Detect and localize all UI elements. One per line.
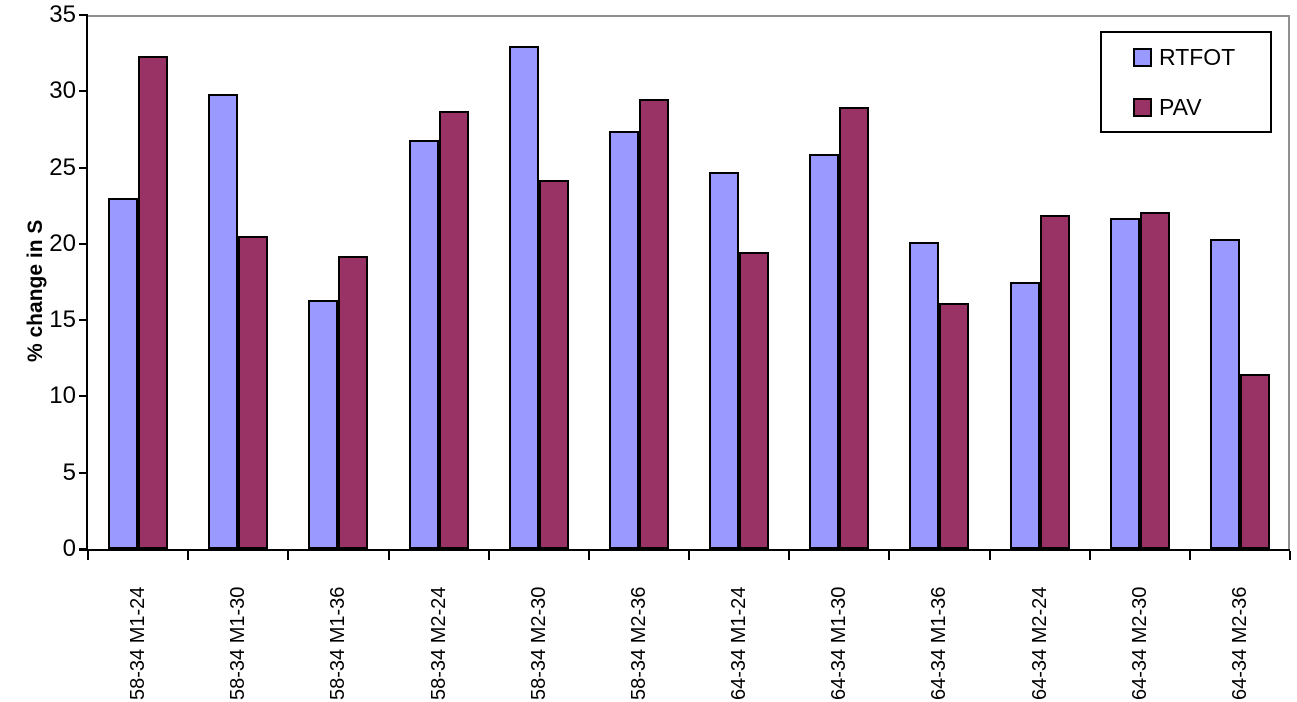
x-tick-mark [388, 551, 390, 560]
x-tick-mark [788, 551, 790, 560]
y-tick-label: 20 [49, 229, 76, 257]
x-tick-mark [87, 551, 89, 560]
bar-pav-58-34-m2-30 [538, 179, 569, 549]
y-tick-mark [79, 90, 88, 93]
x-tick-label: 58-34 M1-24 [127, 586, 150, 700]
x-tick-label: 64-34 M2-30 [1128, 586, 1151, 700]
x-tick-mark [1289, 551, 1291, 560]
bar-rtfot-64-34-m2-36 [1209, 239, 1240, 549]
x-tick-mark [1189, 551, 1191, 560]
x-tick-label: 64-34 M1-30 [828, 586, 851, 700]
bar-rtfot-64-34-m1-24 [709, 172, 740, 549]
plot-area [88, 15, 1290, 549]
x-tick-label: 64-34 M1-36 [928, 586, 951, 700]
bar-pav-58-34-m1-36 [338, 256, 369, 549]
legend-entry-rtfot: RTFOT [1133, 45, 1270, 69]
bar-pav-64-34-m2-36 [1239, 373, 1270, 549]
y-tick-label: 10 [49, 382, 76, 410]
bar-rtfot-64-34-m1-36 [909, 242, 940, 549]
legend-entry-pav: PAV [1133, 95, 1270, 119]
x-tick-label: 58-34 M1-30 [227, 586, 250, 700]
bar-pav-58-34-m1-30 [238, 236, 269, 549]
bar-rtfot-58-34-m2-24 [408, 140, 439, 549]
bar-pav-58-34-m2-36 [638, 98, 669, 549]
bar-rtfot-58-34-m1-30 [208, 94, 239, 549]
bar-rtfot-64-34-m1-30 [809, 153, 840, 549]
y-tick-label: 35 [49, 1, 76, 28]
pav-swatch-icon [1133, 97, 1152, 117]
bar-pav-64-34-m1-30 [839, 106, 870, 549]
bar-rtfot-58-34-m1-24 [108, 198, 139, 549]
legend-label-rtfot: RTFOT [1159, 44, 1236, 70]
y-tick-mark [79, 14, 88, 16]
x-tick-label: 64-34 M2-24 [1028, 586, 1051, 700]
x-tick-label: 64-34 M1-24 [728, 586, 751, 700]
y-tick-mark [79, 166, 88, 169]
legend-label-pav: PAV [1159, 94, 1202, 120]
y-tick-mark [79, 395, 88, 398]
y-tick-label: 15 [49, 306, 76, 334]
x-tick-mark [488, 551, 490, 560]
y-tick-mark [79, 548, 88, 550]
y-tick-mark [79, 471, 88, 474]
y-tick-label: 30 [49, 77, 76, 105]
x-tick-mark [187, 551, 189, 560]
bar-rtfot-64-34-m2-30 [1109, 217, 1140, 549]
x-tick-mark [888, 551, 890, 560]
rtfot-swatch-icon [1133, 47, 1152, 67]
bar-rtfot-58-34-m1-36 [308, 300, 339, 549]
x-tick-label: 64-34 M2-36 [1228, 586, 1251, 700]
x-tick-label: 58-34 M2-30 [527, 586, 550, 700]
x-axis-line [79, 549, 1290, 551]
y-axis-line [86, 14, 88, 551]
bar-pav-64-34-m1-36 [939, 303, 970, 549]
x-tick-label: 58-34 M2-24 [427, 586, 450, 700]
bar-pav-64-34-m1-24 [739, 251, 770, 549]
bar-pav-58-34-m2-24 [438, 111, 469, 549]
y-tick-mark [79, 319, 88, 322]
x-tick-mark [1089, 551, 1091, 560]
x-tick-mark [287, 551, 289, 560]
bar-pav-58-34-m1-24 [138, 56, 169, 549]
x-tick-mark [588, 551, 590, 560]
bar-rtfot-58-34-m2-36 [608, 130, 639, 549]
x-tick-label: 58-34 M2-36 [627, 586, 650, 700]
y-tick-label: 25 [49, 153, 76, 181]
y-tick-label: 0 [62, 535, 76, 562]
bar-pav-64-34-m2-30 [1139, 211, 1170, 549]
x-tick-mark [688, 551, 690, 560]
y-tick-mark [79, 242, 88, 245]
legend: RTFOT PAV [1100, 31, 1272, 133]
y-tick-label: 5 [62, 458, 76, 486]
bar-rtfot-64-34-m2-24 [1009, 282, 1040, 549]
x-tick-label: 58-34 M1-36 [327, 586, 350, 700]
bar-pav-64-34-m2-24 [1039, 214, 1070, 549]
x-tick-mark [989, 551, 991, 560]
bar-rtfot-58-34-m2-30 [508, 45, 539, 549]
